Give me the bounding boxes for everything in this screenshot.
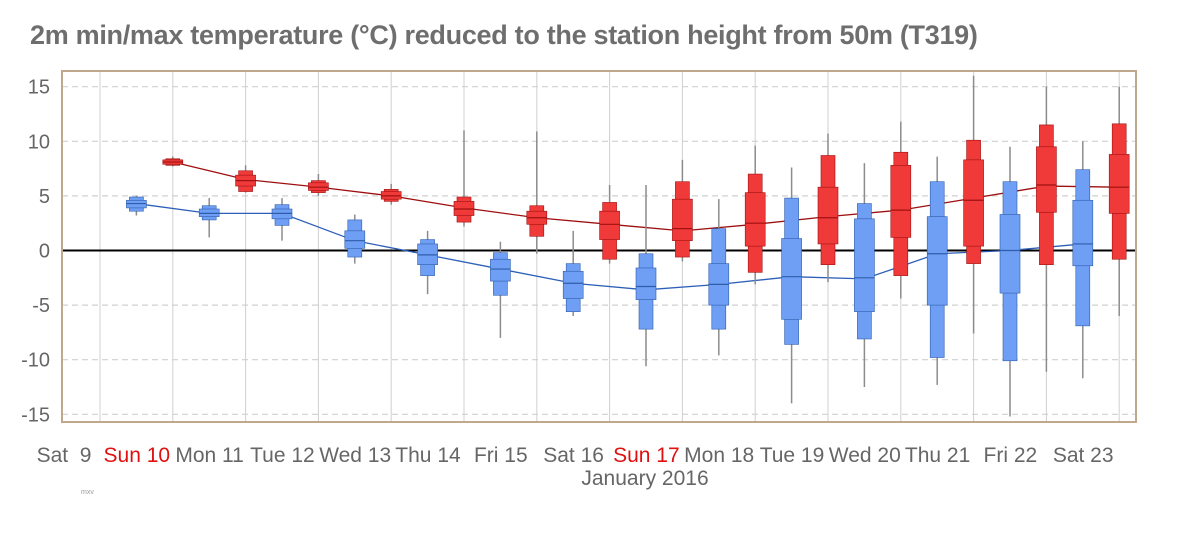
inner-box — [635, 267, 657, 300]
min-temperature-box — [635, 184, 657, 367]
x-day-label: Fri 22 — [984, 444, 1038, 467]
y-tick-label: 15 — [28, 77, 50, 99]
max-temperature-box — [1108, 86, 1130, 317]
inner-box — [1036, 146, 1057, 213]
min-temperature-box — [999, 146, 1021, 417]
plot-frame — [61, 70, 1137, 423]
watermark: mxv — [81, 489, 94, 496]
min-temperature-box — [926, 156, 948, 385]
inner-box — [890, 165, 912, 238]
x-axis-ticks: Sat 9 Sun 10 Mon 11 Tue 12 Wed 13 Thu 14 Fri 1… — [37, 444, 1114, 467]
x-day-label: Fri 15 — [474, 444, 528, 467]
x-day-label: Thu 14 — [395, 444, 461, 467]
min-temperature-box — [708, 199, 730, 356]
max-temperature-box — [526, 131, 548, 254]
max-temperature-box — [963, 75, 984, 334]
x-day-label: Tue 12 — [250, 444, 315, 467]
x-day-label: Sat 9 — [37, 444, 92, 467]
max-temperature-box — [1036, 86, 1057, 372]
max-temperature-box — [890, 121, 912, 299]
y-tick-label: 10 — [28, 131, 50, 153]
box-layer — [126, 75, 1130, 417]
x-day-label: Wed 20 — [829, 444, 901, 467]
x-day-label: Wed 13 — [319, 444, 391, 467]
x-day-label: Mon 18 — [684, 444, 754, 467]
inner-box — [1072, 199, 1094, 267]
y-tick-label: 0 — [39, 241, 50, 263]
max-temperature-box — [453, 130, 475, 227]
x-day-label: Sat 16 — [543, 444, 604, 467]
min-temperature-box — [490, 241, 511, 338]
inner-box — [999, 214, 1021, 294]
max-temperature-box — [235, 165, 256, 193]
y-tick-label: -10 — [21, 350, 50, 372]
y-tick-label: 5 — [39, 186, 50, 208]
min-temperature-box — [344, 214, 366, 264]
inner-box — [781, 238, 802, 320]
min-median-line — [136, 202, 1083, 291]
x-day-label: Thu 21 — [905, 444, 970, 467]
min-temperature-box — [417, 230, 438, 295]
inner-box — [599, 210, 620, 240]
inner-box — [562, 270, 584, 299]
chart-title: 2m min/max temperature (°C) reduced to t… — [30, 20, 978, 50]
x-axis-label: January 2016 — [581, 467, 708, 490]
max-temperature-box — [744, 145, 766, 285]
inner-box — [344, 230, 366, 249]
inner-box — [1108, 154, 1130, 214]
min-temperature-box — [562, 230, 584, 317]
min-temperature-box — [198, 198, 220, 238]
min-temperature-box — [1072, 141, 1094, 379]
min-temperature-box — [271, 198, 293, 241]
min-temperature-box — [854, 163, 875, 387]
max-temperature-box — [672, 159, 693, 262]
inner-box — [817, 186, 839, 245]
x-day-label: Sat 23 — [1053, 444, 1114, 467]
inner-box — [672, 198, 693, 241]
min-temperature-box — [781, 167, 802, 404]
x-day-label: Sun 10 — [104, 444, 171, 467]
max-temperature-box — [308, 174, 329, 196]
x-day-label: Tue 19 — [760, 444, 825, 467]
inner-box — [490, 258, 511, 282]
min-temperature-box — [126, 195, 147, 216]
max-temperature-box — [380, 183, 402, 205]
inner-box — [854, 218, 875, 312]
max-temperature-box — [162, 156, 184, 167]
x-day-label: Sun 17 — [613, 444, 680, 467]
x-day-label: Mon 11 — [175, 444, 244, 467]
y-tick-label: -15 — [21, 404, 50, 426]
inner-box — [744, 192, 766, 247]
max-temperature-box — [599, 184, 620, 264]
y-axis-ticks: 15 10 5 0 -5 -10 -15 — [21, 77, 50, 427]
inner-box — [926, 216, 948, 306]
y-tick-label: -5 — [32, 295, 50, 317]
inner-box — [963, 159, 984, 247]
max-temperature-box — [817, 133, 839, 283]
